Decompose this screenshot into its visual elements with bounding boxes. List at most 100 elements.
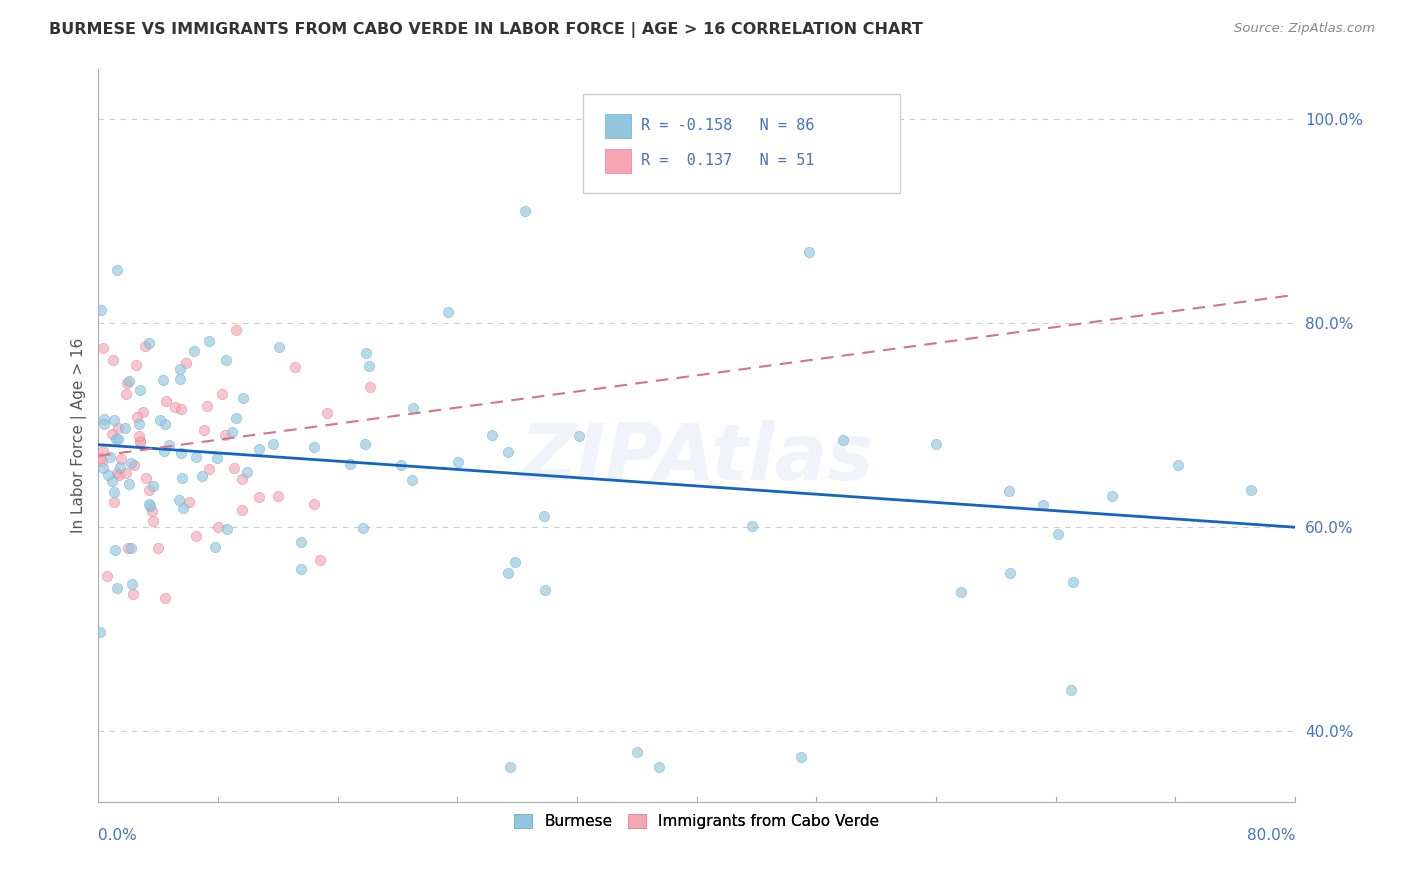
Point	[107, 468, 129, 483]
Point	[831, 433, 853, 447]
Point	[129, 434, 152, 448]
Point	[121, 577, 143, 591]
Point	[93, 417, 115, 431]
Text: R = -0.158   N = 86: R = -0.158 N = 86	[641, 119, 814, 133]
Point	[315, 406, 337, 420]
Point	[352, 521, 374, 535]
Point	[142, 514, 165, 528]
Point	[1062, 575, 1084, 590]
Text: 0.0%: 0.0%	[98, 828, 138, 843]
Point	[157, 438, 180, 452]
Point	[191, 469, 214, 483]
Point	[184, 529, 207, 543]
Point	[1032, 498, 1054, 512]
Point	[184, 450, 207, 464]
Point	[141, 503, 163, 517]
Point	[1101, 489, 1123, 503]
Point	[389, 458, 412, 472]
Point	[107, 432, 129, 446]
Point	[568, 429, 591, 443]
Point	[247, 491, 270, 505]
Point	[205, 450, 228, 465]
Point	[503, 555, 526, 569]
Point	[267, 340, 290, 354]
Point	[195, 399, 218, 413]
Point	[114, 421, 136, 435]
Point	[193, 423, 215, 437]
Point	[1167, 458, 1189, 473]
Point	[149, 413, 172, 427]
Point	[204, 540, 226, 554]
Point	[90, 303, 112, 318]
Point	[290, 535, 312, 549]
Point	[127, 409, 149, 424]
Point	[169, 361, 191, 376]
Text: R =  0.137   N = 51: R = 0.137 N = 51	[641, 153, 814, 168]
Point	[534, 583, 557, 598]
Point	[89, 624, 111, 639]
Point	[262, 436, 284, 450]
Point	[215, 522, 238, 536]
Point	[128, 417, 150, 431]
Point	[339, 458, 361, 472]
Point	[447, 455, 470, 469]
Point	[118, 476, 141, 491]
Point	[128, 429, 150, 443]
Point	[152, 373, 174, 387]
Point	[153, 417, 176, 431]
Point	[91, 444, 114, 458]
Point	[155, 394, 177, 409]
Point	[142, 479, 165, 493]
Point	[496, 444, 519, 458]
Point	[1047, 526, 1070, 541]
FancyBboxPatch shape	[605, 149, 631, 173]
Point	[107, 421, 129, 435]
Point	[105, 581, 128, 595]
Point	[997, 484, 1019, 499]
Point	[98, 450, 121, 464]
Point	[648, 760, 671, 774]
Point	[533, 508, 555, 523]
Point	[247, 442, 270, 457]
Point	[499, 760, 522, 774]
Point	[97, 468, 120, 483]
Point	[402, 401, 425, 415]
Point	[120, 541, 142, 555]
FancyBboxPatch shape	[583, 95, 900, 194]
Point	[231, 472, 253, 486]
Point	[267, 489, 290, 503]
Point	[93, 412, 115, 426]
Point	[998, 566, 1021, 580]
Point	[207, 520, 229, 534]
Point	[359, 380, 381, 394]
Point	[741, 518, 763, 533]
Point	[129, 383, 152, 397]
Point	[105, 466, 128, 480]
Point	[790, 749, 813, 764]
Point	[114, 466, 136, 480]
Point	[309, 553, 332, 567]
Point	[231, 503, 253, 517]
Point	[115, 376, 138, 391]
Point	[139, 499, 162, 513]
Point	[153, 444, 176, 458]
Point	[165, 400, 187, 414]
Point	[401, 473, 423, 487]
Point	[172, 471, 194, 485]
Point	[91, 461, 114, 475]
Point	[135, 471, 157, 485]
Point	[103, 413, 125, 427]
Y-axis label: In Labor Force | Age > 16: In Labor Force | Age > 16	[72, 338, 87, 533]
Point	[117, 541, 139, 555]
Point	[105, 433, 128, 447]
Text: Source: ZipAtlas.com: Source: ZipAtlas.com	[1234, 22, 1375, 36]
Point	[122, 587, 145, 601]
Text: BURMESE VS IMMIGRANTS FROM CABO VERDE IN LABOR FORCE | AGE > 16 CORRELATION CHAR: BURMESE VS IMMIGRANTS FROM CABO VERDE IN…	[49, 22, 924, 38]
Point	[214, 428, 236, 442]
Point	[170, 402, 193, 417]
Point	[105, 263, 128, 277]
Point	[153, 591, 176, 605]
Point	[177, 495, 200, 509]
Point	[354, 437, 377, 451]
Point	[104, 543, 127, 558]
